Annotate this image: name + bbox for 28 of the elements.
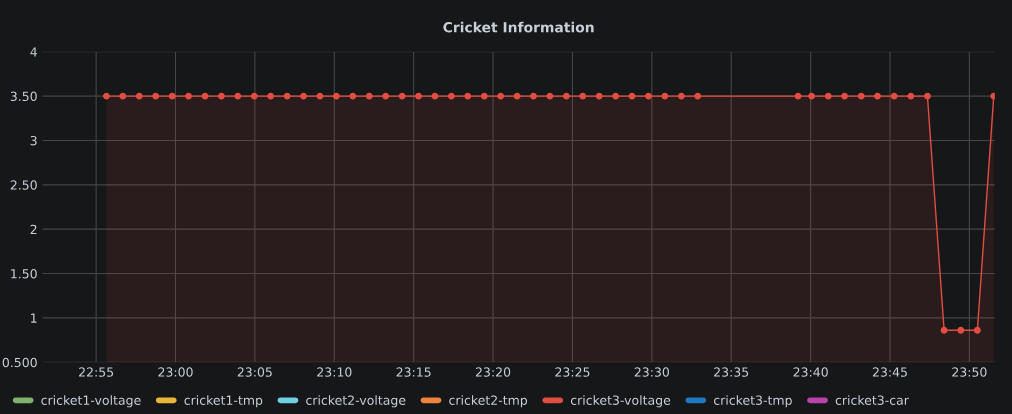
y-tick-label: 4: [30, 47, 37, 57]
legend-label: cricket3-car: [835, 395, 909, 405]
legend-label: cricket2-tmp: [449, 395, 528, 408]
x-tick-label: 23:10: [317, 367, 352, 377]
legend-label: cricket2-voltage: [306, 395, 406, 408]
legend-label: cricket1-voltage: [41, 395, 141, 408]
y-tick-label: 0.500: [2, 357, 37, 368]
y-tick-label: 2: [30, 224, 37, 234]
legend-label: cricket3-tmp: [714, 395, 792, 408]
chart-title: Cricket Information: [443, 21, 594, 33]
x-tick-label: 23:35: [714, 367, 749, 377]
y-tick-label: 1: [31, 313, 37, 323]
y-tick-label: 1.50: [11, 269, 37, 279]
y-tick-label: 3: [30, 135, 37, 146]
x-tick-label: 23:25: [555, 367, 590, 377]
y-tick-label: 3.50: [10, 91, 37, 102]
x-tick-label: 23:20: [475, 367, 511, 377]
x-tick-label: 23:45: [872, 367, 907, 377]
legend-label: cricket3-voltage: [570, 395, 671, 408]
x-tick-label: 23:30: [634, 367, 670, 377]
legend-label: cricket1-tmp: [184, 395, 263, 408]
x-tick-label: 23:40: [793, 367, 828, 377]
x-tick-label: 23:00: [158, 367, 193, 377]
y-tick-label: 2.50: [10, 180, 37, 190]
x-tick-label: 22:55: [79, 367, 114, 377]
x-tick-label: 23:15: [396, 367, 431, 377]
x-tick-label: 23:05: [237, 367, 272, 377]
x-tick-label: 23:50: [952, 367, 987, 377]
